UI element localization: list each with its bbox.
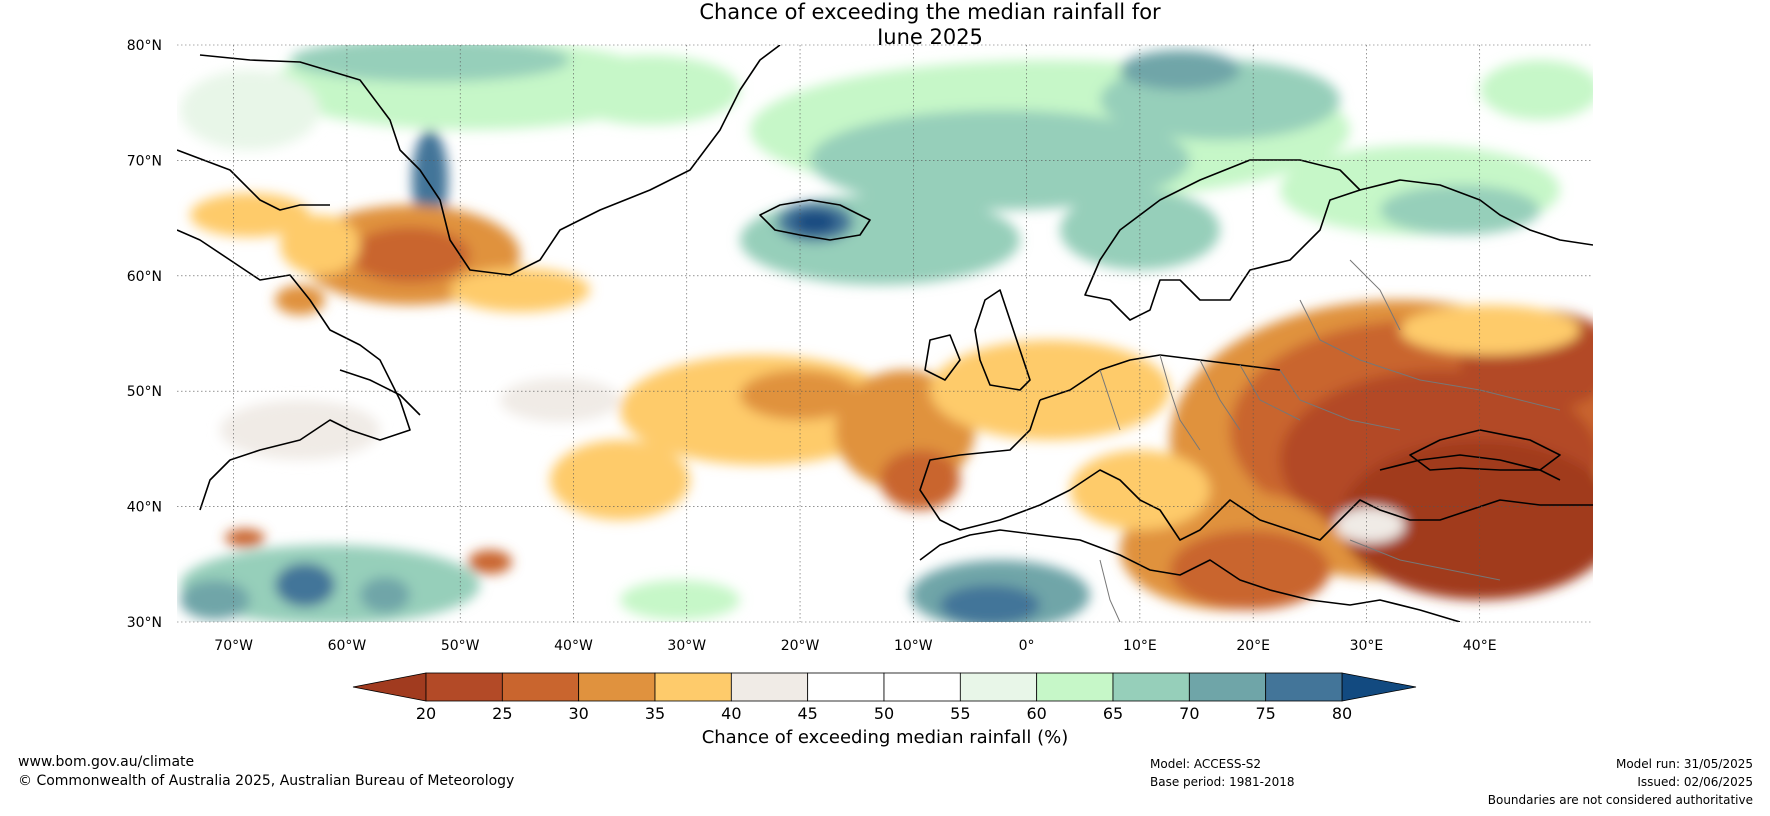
footer-right: Model run: 31/05/2025 Issued: 02/06/2025… — [1488, 755, 1753, 809]
colorbar-tick-label: 30 — [568, 704, 588, 723]
colorbar-tick-label: 70 — [1179, 704, 1199, 723]
colorbar-swatch — [883, 672, 961, 702]
colorbar-swatch — [425, 672, 503, 702]
lon-tick-label: 30°W — [667, 638, 706, 654]
colorbar-tick-label: 60 — [1026, 704, 1046, 723]
lat-tick-label: 70°N — [127, 153, 162, 169]
issued-date: Issued: 02/06/2025 — [1637, 775, 1753, 789]
model-run-date: Model run: 31/05/2025 — [1615, 757, 1753, 771]
footer-left: www.bom.gov.au/climate © Commonwealth of… — [18, 753, 514, 791]
base-period: Base period: 1981-2018 — [1150, 775, 1295, 789]
longitude-labels: 70°W 60°W 50°W 40°W 30°W 20°W 10°W 0° 10°E 20°E 30… — [214, 638, 1496, 654]
lon-tick-label: 10°E — [1123, 638, 1157, 654]
colorbar-tick-label: 35 — [645, 704, 665, 723]
colorbar-swatch — [1036, 672, 1114, 702]
lat-tick-label: 60°N — [127, 269, 162, 285]
colorbar-tick-label: 65 — [1103, 704, 1123, 723]
colorbar-swatch — [1112, 672, 1190, 702]
lon-tick-label: 70°W — [214, 638, 253, 654]
footer-model-info: Model: ACCESS-S2 Base period: 1981-2018 — [1150, 755, 1295, 791]
boundary-disclaimer: Boundaries are not considered authoritat… — [1487, 793, 1753, 807]
colorbar-swatch — [578, 672, 656, 702]
lat-tick-label: 30°N — [127, 615, 162, 631]
lat-tick-label: 40°N — [127, 500, 162, 516]
map-title: Chance of exceeding the median rainfall … — [0, 0, 1770, 50]
colorbar-swatch — [1265, 672, 1343, 702]
probability-field — [177, 45, 1593, 622]
colorbar-tick-label: 75 — [1255, 704, 1275, 723]
model-name: Model: ACCESS-S2 — [1150, 757, 1262, 771]
graticule — [177, 44, 1593, 623]
lon-tick-label: 30°E — [1350, 638, 1384, 654]
lon-tick-label: 20°E — [1236, 638, 1270, 654]
website-link[interactable]: www.bom.gov.au/climate — [18, 754, 195, 770]
lon-tick-label: 40°W — [554, 638, 593, 654]
colorbar-swatch — [730, 672, 809, 702]
latitude-labels: 80°N 70°N 60°N 50°N 40°N 30°N — [127, 38, 162, 631]
lon-tick-label: 40°E — [1463, 638, 1497, 654]
country-borders — [1099, 259, 1561, 622]
colorbar-swatch — [959, 672, 1038, 702]
lon-tick-label: 50°W — [441, 638, 480, 654]
colorbar-over-extension — [1341, 672, 1417, 702]
colorbar-swatch — [501, 672, 580, 702]
colorbar-swatch — [654, 672, 732, 702]
lon-tick-label: 60°W — [328, 638, 367, 654]
title-line-1: Chance of exceeding the median rainfall … — [699, 0, 1161, 24]
lat-tick-label: 80°N — [127, 38, 162, 54]
colorbar-tick-label: 45 — [797, 704, 817, 723]
colorbar: 20 25 30 35 40 45 50 55 60 65 70 75 80 — [352, 672, 1417, 723]
colorbar-tick-label: 50 — [874, 704, 894, 723]
colorbar-tick-label: 55 — [950, 704, 970, 723]
colorbar-under-extension — [352, 672, 427, 702]
colorbar-tick-label: 40 — [721, 704, 741, 723]
lon-tick-label: 10°W — [894, 638, 933, 654]
colorbar-swatch — [807, 672, 885, 702]
lon-tick-label: 0° — [1019, 638, 1035, 654]
colorbar-tick-label: 20 — [416, 704, 436, 723]
colorbar-swatch — [1188, 672, 1267, 702]
lat-tick-label: 50°N — [127, 384, 162, 400]
copyright-text: © Commonwealth of Australia 2025, Austra… — [18, 773, 515, 789]
lon-tick-label: 20°W — [781, 638, 820, 654]
colorbar-tick-label: 80 — [1332, 704, 1352, 723]
colorbar-label: Chance of exceeding median rainfall (%) — [701, 727, 1069, 748]
coastlines — [177, 45, 1593, 622]
colorbar-tick-label: 25 — [492, 704, 512, 723]
